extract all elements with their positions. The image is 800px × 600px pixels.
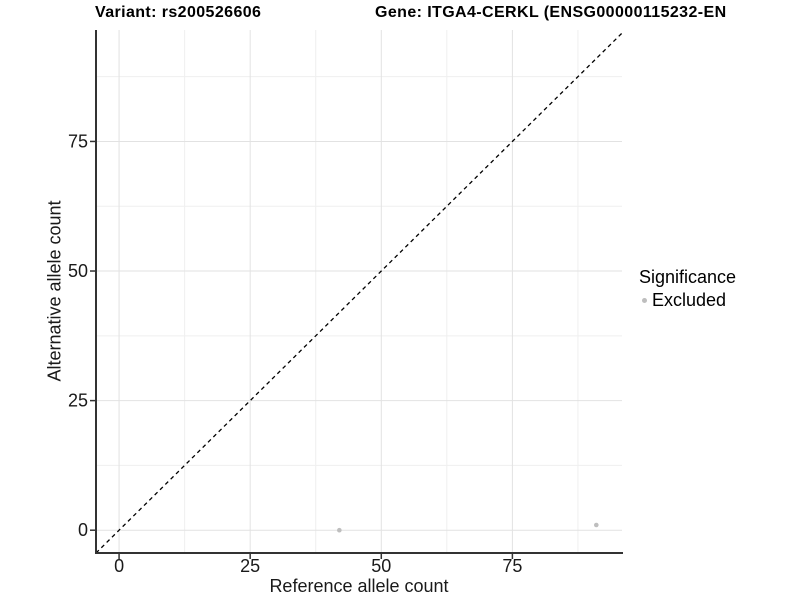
y-axis-title: Alternative allele count xyxy=(44,200,65,382)
legend-title: Significance xyxy=(639,267,737,287)
x-tick-label: 25 xyxy=(240,556,260,576)
y-tick-label: 50 xyxy=(68,261,88,281)
data-point xyxy=(337,527,342,533)
x-axis-title: Reference allele count xyxy=(269,576,449,596)
excluded-point-icon xyxy=(642,297,647,303)
x-tick-label: 50 xyxy=(371,556,391,576)
legend-item-excluded: Excluded xyxy=(639,289,736,311)
y-tick-label: 25 xyxy=(68,391,88,411)
x-tick-label: 75 xyxy=(502,556,522,576)
x-tick-label: 0 xyxy=(114,556,124,576)
y-tick-label: 0 xyxy=(78,520,88,540)
y-tick-label: 75 xyxy=(68,131,88,151)
identity-dashed-line xyxy=(95,32,623,554)
variant-title: Variant: rs200526606 xyxy=(95,4,262,21)
data-point xyxy=(594,522,599,528)
legend: Significance Excluded xyxy=(639,266,736,311)
gene-title: Gene: ITGA4-CERKL (ENSG00000115232-EN xyxy=(375,4,727,21)
legend-item-label: Excluded xyxy=(652,290,727,310)
